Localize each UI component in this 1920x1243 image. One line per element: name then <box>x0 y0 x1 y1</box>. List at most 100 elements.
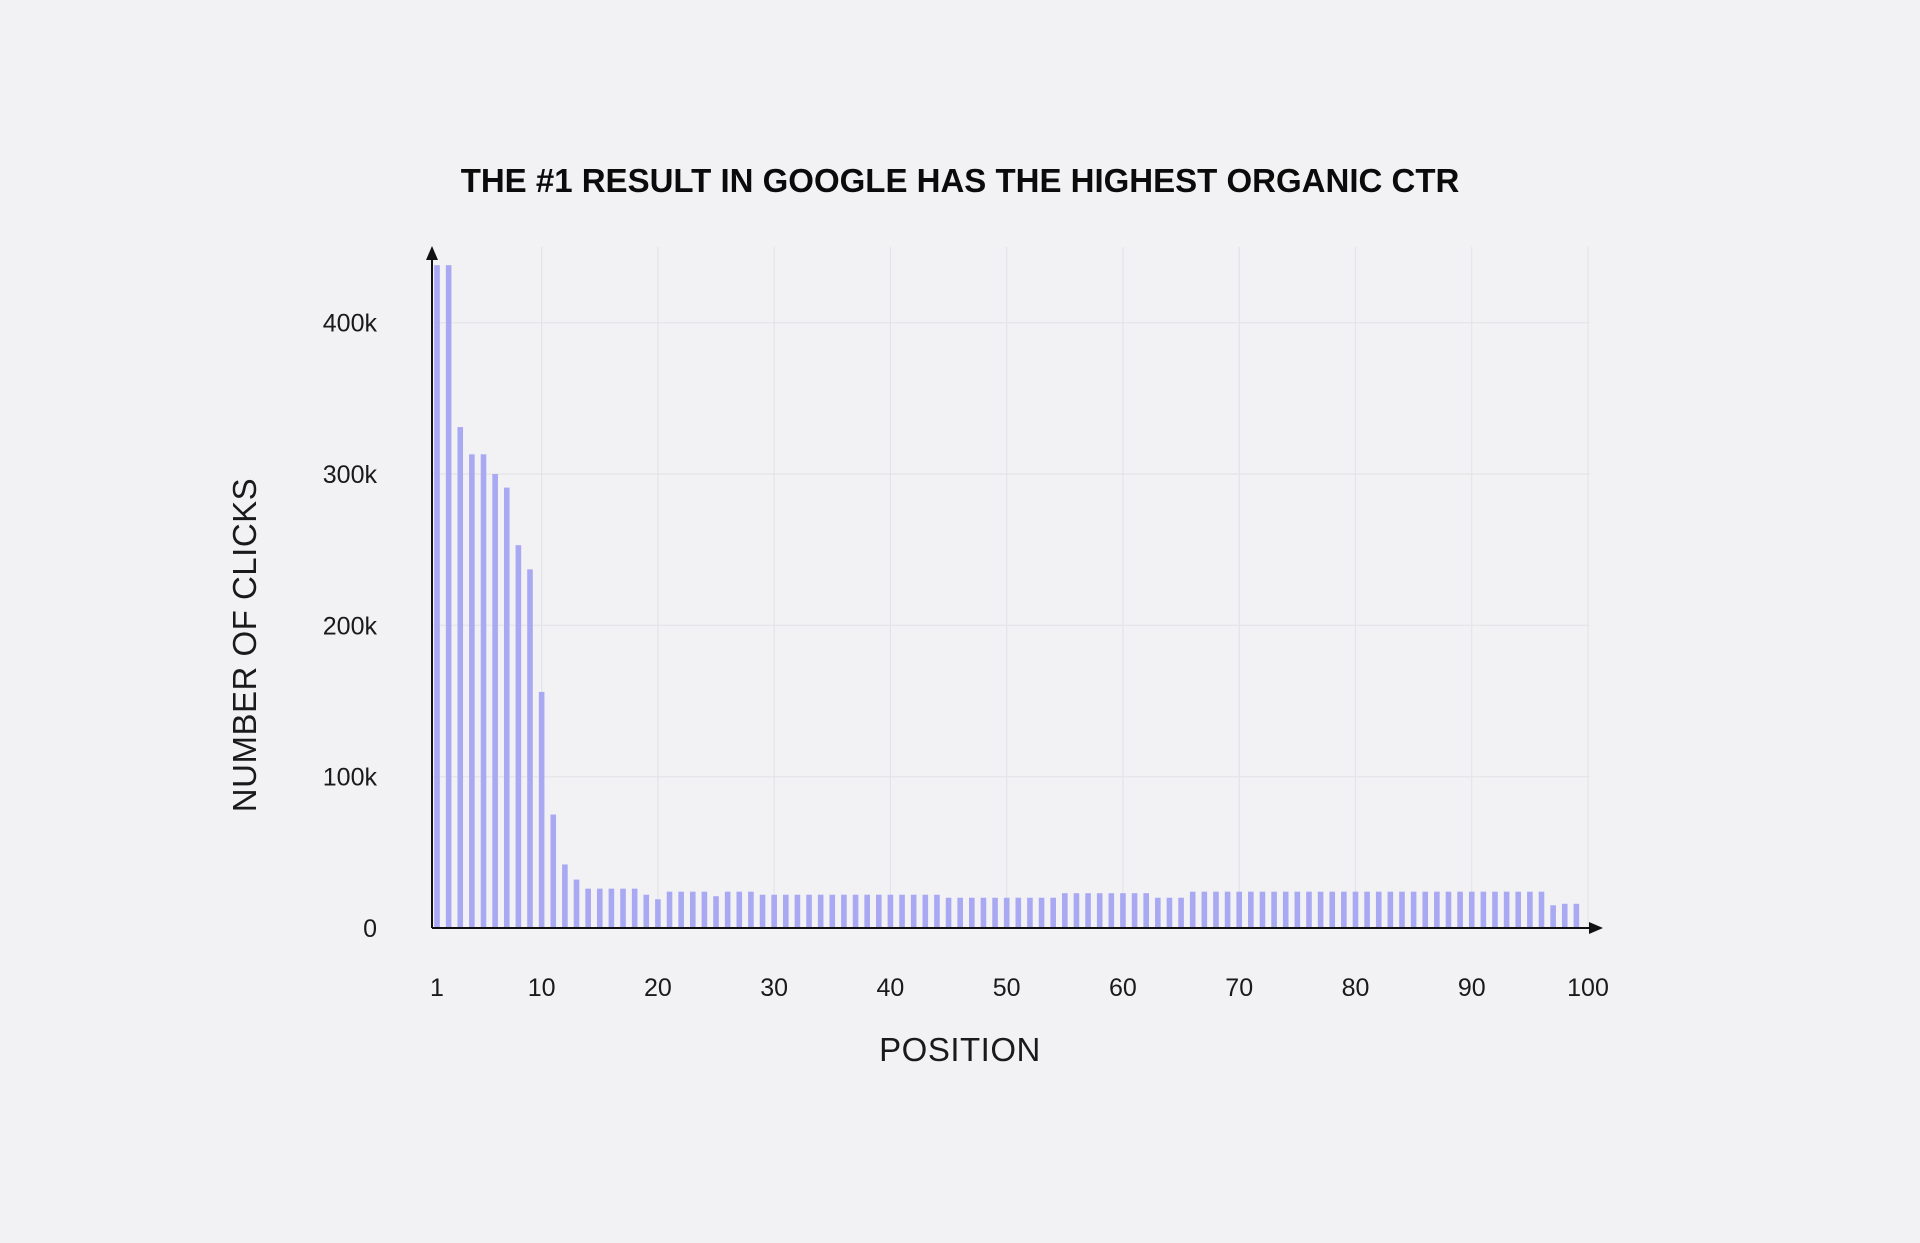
bar-position-83 <box>1387 891 1394 928</box>
bar-position-20 <box>655 899 661 928</box>
bar-position-1 <box>434 265 440 928</box>
bar-position-24 <box>701 891 708 928</box>
bars <box>434 265 1580 928</box>
bar-position-92 <box>1492 891 1498 928</box>
x-tick-label: 1 <box>430 974 444 1002</box>
bar-position-38 <box>864 894 870 928</box>
bar-position-79 <box>1341 891 1347 928</box>
bar-position-77 <box>1317 891 1324 928</box>
bar-position-96 <box>1538 891 1545 928</box>
x-tick-labels: 1 10 20 30 40 50 60 70 80 90 100 <box>430 974 1609 1002</box>
bar-position-64 <box>1166 897 1173 928</box>
bar-position-50 <box>1003 897 1010 928</box>
bar-position-47 <box>969 897 975 928</box>
bar-position-55 <box>1062 893 1068 928</box>
bar-position-61 <box>1131 893 1138 928</box>
bar-position-80 <box>1352 891 1359 928</box>
y-tick-label: 400k <box>323 310 378 338</box>
bar-position-72 <box>1259 891 1266 928</box>
bar-position-43 <box>922 894 929 928</box>
gridlines <box>432 247 1590 928</box>
bar-position-30 <box>771 894 777 928</box>
x-axis-label: POSITION <box>879 1031 1041 1068</box>
bar-position-94 <box>1515 891 1522 928</box>
bar-position-97 <box>1550 905 1556 928</box>
bar-position-21 <box>666 891 673 928</box>
bar-position-31 <box>782 894 789 928</box>
bar-position-90 <box>1468 891 1475 928</box>
bar-position-14 <box>585 888 591 928</box>
bar-position-23 <box>689 891 696 928</box>
bar-position-36 <box>841 894 847 928</box>
x-tick-label: 30 <box>760 974 788 1002</box>
bar-position-87 <box>1434 891 1440 928</box>
bar-position-89 <box>1457 891 1463 928</box>
bar-position-17 <box>620 888 626 928</box>
bar-position-73 <box>1271 891 1277 928</box>
bar-position-28 <box>748 891 754 928</box>
bar-position-15 <box>596 888 603 928</box>
bar-position-27 <box>736 891 743 928</box>
bar-position-75 <box>1294 891 1301 928</box>
axes <box>426 246 1603 934</box>
bar-position-74 <box>1282 891 1289 928</box>
bar-position-99 <box>1573 903 1580 928</box>
bar-position-63 <box>1155 897 1161 928</box>
bar-position-82 <box>1375 891 1382 928</box>
x-tick-label: 100 <box>1567 974 1609 1002</box>
bar-position-44 <box>934 894 940 928</box>
bar-position-56 <box>1073 893 1080 928</box>
y-axis-arrow <box>426 246 438 260</box>
bar-position-34 <box>817 894 824 928</box>
bar-position-49 <box>992 897 998 928</box>
bar-position-53 <box>1038 897 1045 928</box>
bar-position-41 <box>899 894 905 928</box>
bar-position-57 <box>1085 893 1091 928</box>
bar-position-52 <box>1027 897 1033 928</box>
x-tick-label: 70 <box>1225 974 1253 1002</box>
x-axis-arrow <box>1589 922 1603 934</box>
bar-position-35 <box>829 894 836 928</box>
bar-position-25 <box>713 896 719 928</box>
bar-position-18 <box>631 888 638 928</box>
y-tick-label: 300k <box>323 461 378 489</box>
bar-position-62 <box>1143 893 1150 928</box>
bar-position-39 <box>875 894 882 928</box>
bar-position-98 <box>1561 903 1568 928</box>
bar-position-13 <box>573 879 580 928</box>
x-tick-label: 60 <box>1109 974 1137 1002</box>
y-tick-label: 0 <box>363 915 377 943</box>
bar-position-66 <box>1189 891 1196 928</box>
bar-position-9 <box>527 569 533 928</box>
bar-position-12 <box>562 864 568 928</box>
bar-position-51 <box>1015 897 1022 928</box>
bar-position-65 <box>1178 897 1184 928</box>
bar-position-86 <box>1422 891 1429 928</box>
bar-position-37 <box>852 894 859 928</box>
bar-position-3 <box>457 427 464 928</box>
x-tick-label: 40 <box>877 974 905 1002</box>
bar-position-45 <box>945 897 952 928</box>
bar-position-58 <box>1096 893 1103 928</box>
y-tick-label: 100k <box>323 764 378 792</box>
bar-position-78 <box>1329 891 1336 928</box>
y-tick-label: 200k <box>323 612 378 640</box>
x-tick-label: 90 <box>1458 974 1486 1002</box>
bar-position-46 <box>957 897 963 928</box>
x-tick-label: 20 <box>644 974 672 1002</box>
bar-position-6 <box>492 474 498 928</box>
bar-position-32 <box>794 894 801 928</box>
bar-position-68 <box>1213 891 1219 928</box>
bar-position-85 <box>1410 891 1417 928</box>
bar-position-40 <box>887 894 894 928</box>
x-tick-label: 10 <box>528 974 556 1002</box>
bar-position-59 <box>1108 893 1115 928</box>
bar-position-10 <box>538 691 545 928</box>
bar-position-4 <box>469 454 475 928</box>
bar-position-95 <box>1527 891 1533 928</box>
bar-position-76 <box>1306 891 1312 928</box>
bar-position-69 <box>1224 891 1231 928</box>
bar-position-42 <box>910 894 917 928</box>
x-tick-label: 80 <box>1342 974 1370 1002</box>
